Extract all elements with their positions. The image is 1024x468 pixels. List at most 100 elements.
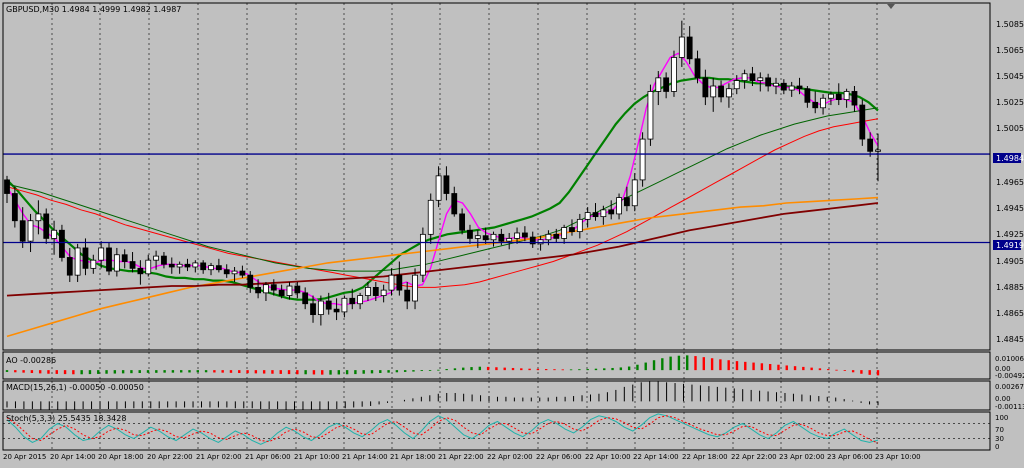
- candle-bear: [43, 213, 50, 239]
- pane-frame: [2, 411, 991, 451]
- candle-bull: [600, 209, 607, 218]
- ao-bar: [661, 358, 664, 371]
- ao-bar: [727, 360, 730, 371]
- stoch-axis: 100 70 30 0: [995, 414, 1008, 451]
- bid-label: 1.4984: [996, 154, 1024, 163]
- candle-bear: [482, 235, 489, 241]
- candle-bear: [325, 300, 332, 310]
- candle-bear: [686, 36, 693, 60]
- ao-bar: [818, 368, 822, 371]
- price-tick: 1.5025: [996, 98, 1024, 107]
- pane-frame: [2, 2, 991, 351]
- candle-bull: [419, 233, 426, 276]
- candle-bull: [576, 218, 583, 233]
- horizontal-lines[interactable]: [3, 153, 990, 244]
- ao-bar: [603, 368, 606, 371]
- time-tick: 21 Apr 22:00: [438, 453, 484, 461]
- candle-bear: [11, 193, 18, 222]
- candle-bull: [365, 287, 371, 296]
- candle-bull: [286, 285, 293, 296]
- candle-bear: [121, 254, 128, 262]
- price-tick: 1.5065: [996, 46, 1024, 55]
- time-tick: 22 Apr 22:00: [731, 453, 777, 461]
- ao-bar: [221, 370, 224, 373]
- candle-bull: [733, 80, 740, 90]
- ao-bar: [785, 365, 788, 371]
- macd-scale-top: 0.00267: [995, 383, 1024, 391]
- candle-bear: [372, 287, 379, 296]
- ao-bar: [652, 360, 656, 371]
- candle-bear: [294, 285, 301, 294]
- ao-bar: [213, 370, 216, 373]
- moving-average-red: [6, 118, 879, 288]
- ao-bar: [171, 370, 175, 373]
- macd-axis: 0.00267 0.00 -0.00113: [995, 383, 1024, 411]
- ao-bar: [835, 369, 838, 371]
- ao-bar: [229, 370, 233, 373]
- candle-bear: [521, 232, 528, 238]
- time-tick: 20 Apr 18:00: [98, 453, 144, 461]
- candle-bull: [27, 220, 34, 242]
- stoch-scale-100: 100: [995, 414, 1008, 422]
- time-tick: 23 Apr 02:00: [779, 453, 825, 461]
- ao-bar: [719, 359, 722, 371]
- candle-bull: [757, 77, 764, 81]
- candle-bear: [812, 101, 819, 109]
- candle-bear: [223, 269, 230, 275]
- ao-bar: [553, 369, 556, 371]
- ao-bar: [843, 370, 847, 371]
- candle-bear: [702, 77, 709, 98]
- ao-bar: [387, 370, 390, 373]
- ao-bar: [702, 357, 705, 371]
- stoch-signal-line: [6, 415, 879, 444]
- time-tick: 20 Apr 14:00: [50, 453, 96, 461]
- candle-bear: [255, 287, 261, 294]
- ao-bar: [254, 370, 258, 374]
- candle-bear: [624, 197, 630, 207]
- candle-bull: [145, 259, 152, 275]
- ao-bar: [279, 370, 282, 374]
- moving-average-orange: [6, 196, 879, 338]
- candle-bull: [435, 175, 442, 201]
- ao-bar: [30, 370, 34, 374]
- ao-bar: [445, 369, 448, 371]
- time-tick: 22 Apr 18:00: [682, 453, 728, 461]
- ao-bar: [362, 370, 365, 374]
- chart-shift-marker-icon[interactable]: [887, 4, 895, 9]
- candle-bear: [867, 138, 874, 152]
- ao-bar: [88, 370, 92, 375]
- ao-bar: [619, 367, 623, 371]
- price-tick: 1.4965: [996, 178, 1024, 187]
- bid-label-box: [993, 153, 1021, 163]
- ao-bar: [329, 370, 332, 375]
- candle-bull: [176, 263, 183, 268]
- candle-bear: [247, 274, 254, 288]
- ao-bar: [304, 370, 307, 375]
- candle-bear: [215, 265, 222, 271]
- ao-bar: [677, 355, 681, 371]
- ao-bar: [370, 370, 374, 374]
- ao-bar: [486, 366, 490, 371]
- ao-bar: [470, 367, 473, 371]
- ao-bar: [694, 356, 697, 371]
- candle-bull: [192, 262, 199, 268]
- candle-bear: [694, 58, 701, 79]
- candle-bull: [828, 93, 834, 99]
- ao-bar: [868, 370, 871, 375]
- candles[interactable]: [4, 20, 881, 326]
- ao-bar: [196, 370, 199, 373]
- ao-bar: [520, 368, 523, 371]
- candle-bear: [239, 270, 246, 276]
- ao-bar: [5, 370, 9, 372]
- candle-bear: [859, 104, 866, 140]
- price-tick: 1.4885: [996, 283, 1024, 292]
- ao-bar: [403, 370, 407, 372]
- ao-bar: [138, 370, 141, 374]
- candle-bull: [843, 91, 850, 101]
- candle-bear: [200, 262, 207, 271]
- ao-bar: [72, 370, 75, 375]
- candle-bull: [545, 233, 552, 241]
